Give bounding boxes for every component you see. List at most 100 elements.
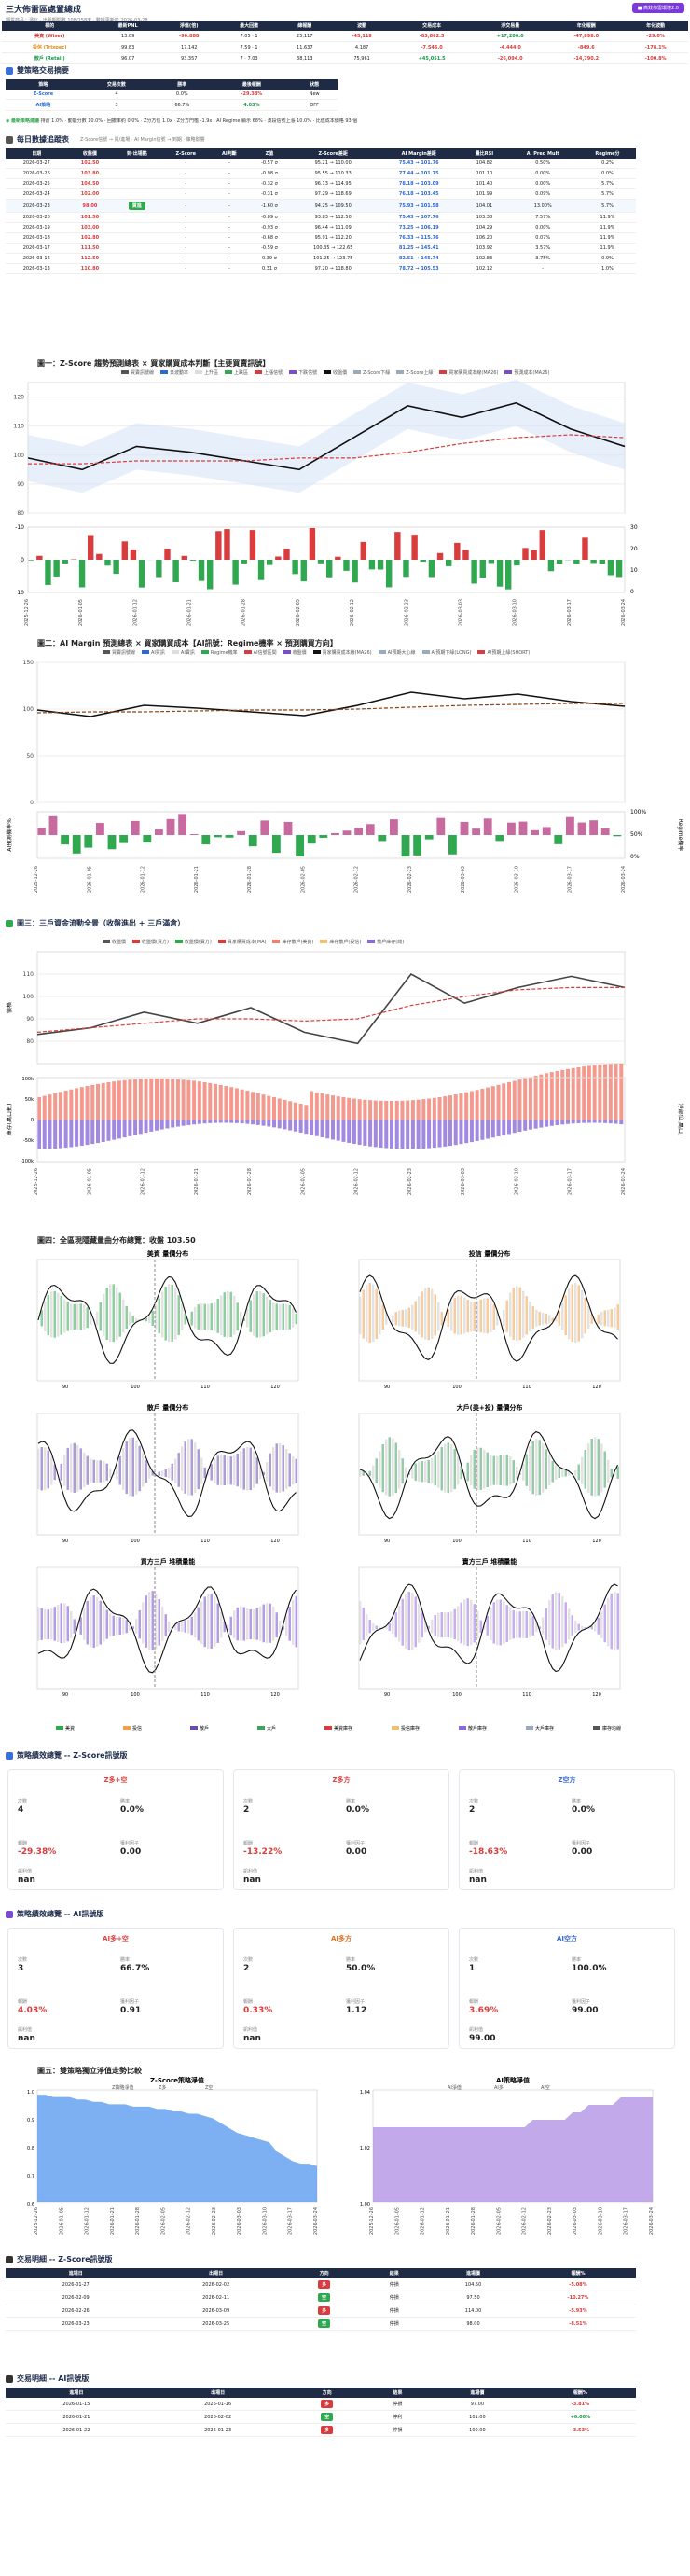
daily-col-8[interactable]: 量比RSI	[462, 148, 507, 159]
metric-label: 報酬	[243, 1999, 254, 2005]
summary-col-3[interactable]: 最大回撤	[219, 21, 279, 31]
bar	[592, 1120, 597, 1123]
trade-col-1[interactable]: 出場日	[145, 2268, 286, 2278]
x-tick-label: 2026-03-10	[598, 2207, 603, 2235]
bar	[181, 1303, 184, 1330]
bar	[555, 1120, 559, 1125]
daily-col-1[interactable]: 收盤價	[67, 148, 113, 159]
bar	[375, 1625, 378, 1630]
daily-col-10[interactable]: Regime分	[579, 148, 636, 159]
bar	[133, 1079, 138, 1120]
bar	[272, 835, 281, 854]
stats-col-2[interactable]: 勝率	[152, 79, 213, 90]
metric-label: 凱利值	[469, 1869, 484, 1874]
daily-col-4[interactable]: AI判斷	[210, 148, 249, 159]
bar	[78, 560, 86, 588]
cell: 4	[80, 90, 153, 100]
cell: -100.8%	[623, 52, 688, 64]
bar	[545, 1449, 547, 1490]
daily-col-3[interactable]: Z-Score	[161, 148, 211, 159]
bar	[53, 1120, 58, 1149]
metric-label: 次數	[18, 1799, 28, 1804]
bar	[63, 1120, 68, 1149]
bar	[279, 1621, 282, 1633]
trade-col-4[interactable]: 進場價	[430, 2388, 525, 2398]
x-tick-label: 110	[200, 1539, 210, 1544]
summary-col-9[interactable]: 年化波動	[623, 21, 688, 31]
bar	[421, 1460, 423, 1483]
stats-col-4[interactable]: 狀態	[291, 79, 338, 90]
bar	[79, 1448, 82, 1490]
trade-col-2[interactable]: 方向	[285, 2268, 363, 2278]
y-tick-label: 1.02	[360, 2146, 370, 2151]
cell: New	[291, 90, 338, 100]
trade-col-1[interactable]: 出場日	[146, 2388, 289, 2398]
bar	[385, 1313, 388, 1325]
bar	[192, 1080, 197, 1120]
bar	[73, 1619, 76, 1634]
cell: -1.60 σ	[248, 199, 291, 213]
bar	[304, 1105, 309, 1120]
cell	[112, 222, 162, 233]
summary-col-8[interactable]: 年化報酬	[549, 21, 624, 31]
daily-col-2[interactable]: 到·出場點	[112, 148, 162, 159]
summary-col-4[interactable]: 總報酬	[278, 21, 332, 31]
bar	[571, 1067, 575, 1120]
daily-col-0[interactable]: 日期	[6, 148, 68, 159]
trade-col-0[interactable]: 進場日	[6, 2388, 147, 2398]
table-row: 2026-01-22 2026-01-23 多 停損 100.00 -3.53%	[6, 2423, 636, 2437]
bar	[282, 1303, 284, 1330]
trade-col-0[interactable]: 進場日	[6, 2268, 146, 2278]
daily-col-7[interactable]: AI Margin差距	[376, 148, 462, 159]
summary-col-5[interactable]: 波動	[331, 21, 393, 31]
y-tick-label: 150	[23, 660, 34, 666]
x-tick-label: 2026-02-05	[496, 2207, 502, 2235]
stats-col-0[interactable]: 策略	[6, 79, 81, 90]
bar	[453, 1297, 456, 1334]
summary-col-0[interactable]: 標的	[2, 21, 98, 31]
bar	[394, 1612, 397, 1638]
bar	[325, 1094, 330, 1120]
bar	[418, 1296, 421, 1335]
fig1-section: 圖一：Z-Score 趨勢預測總表 × 買家購買成本判斷【主要買賣訊號】 買賣訊…	[0, 355, 690, 634]
trade-col-3[interactable]: 結果	[365, 2388, 431, 2398]
trade-col-3[interactable]: 結果	[362, 2268, 427, 2278]
bar	[401, 1309, 404, 1327]
x-tick-label: 2026-02-05	[300, 1168, 306, 1195]
summary-col-2[interactable]: 淨值(倍)	[158, 21, 220, 31]
stats-col-3[interactable]: 最後報酬	[212, 79, 292, 90]
daily-col-9[interactable]: AI Pred Mult	[506, 148, 579, 159]
bar	[516, 1466, 518, 1479]
trade-col-5[interactable]: 報酬%	[524, 2388, 636, 2398]
metric-value: nan	[18, 1875, 35, 1885]
trade-col-2[interactable]: 方向	[288, 2388, 366, 2398]
bar	[392, 1618, 394, 1635]
fig3-section: 圖三：三戶資金流動全景（收盤進出 + 三戶滿倉） 收盤價 收盤價(買方) 收盤價(賣…	[0, 914, 690, 1232]
daily-col-5[interactable]: Z值	[248, 148, 291, 159]
cell: -29.0%	[623, 31, 688, 42]
perf-card: Z多+空 次數 4 勝率 0.0% 報酬 -29.38% 獲利因子 0.00 凱利值 nan	[7, 1769, 224, 1890]
bar-chart-icon	[6, 1751, 13, 1760]
summary-col-1[interactable]: 最新PNL	[97, 21, 159, 31]
metric-label: 凱利值	[18, 1869, 33, 1874]
summary-col-7[interactable]: 淨交易量	[471, 21, 550, 31]
trade-col-5[interactable]: 報酬%	[519, 2268, 636, 2278]
legend-swatch	[190, 1726, 198, 1730]
panel-line	[37, 1586, 297, 1674]
cell: -	[161, 188, 211, 200]
cell: 97.29 → 118.69	[290, 188, 377, 200]
bar	[145, 1595, 147, 1648]
legend-swatch	[56, 1726, 63, 1730]
bar	[453, 1120, 458, 1146]
trade-col-4[interactable]: 進場價	[426, 2268, 520, 2278]
stats-col-1[interactable]: 交易次數	[80, 79, 153, 90]
cell: 96.07	[97, 52, 159, 64]
bar	[566, 1120, 570, 1124]
bar	[372, 1623, 375, 1631]
bar	[223, 1455, 226, 1485]
bar	[262, 1471, 265, 1476]
bar	[159, 1079, 164, 1120]
summary-col-6[interactable]: 交易成本	[393, 21, 472, 31]
daily-col-6[interactable]: Z-Score差距	[290, 148, 377, 159]
header-badge[interactable]: ■ 高效佈雷環境2.0	[631, 3, 684, 13]
